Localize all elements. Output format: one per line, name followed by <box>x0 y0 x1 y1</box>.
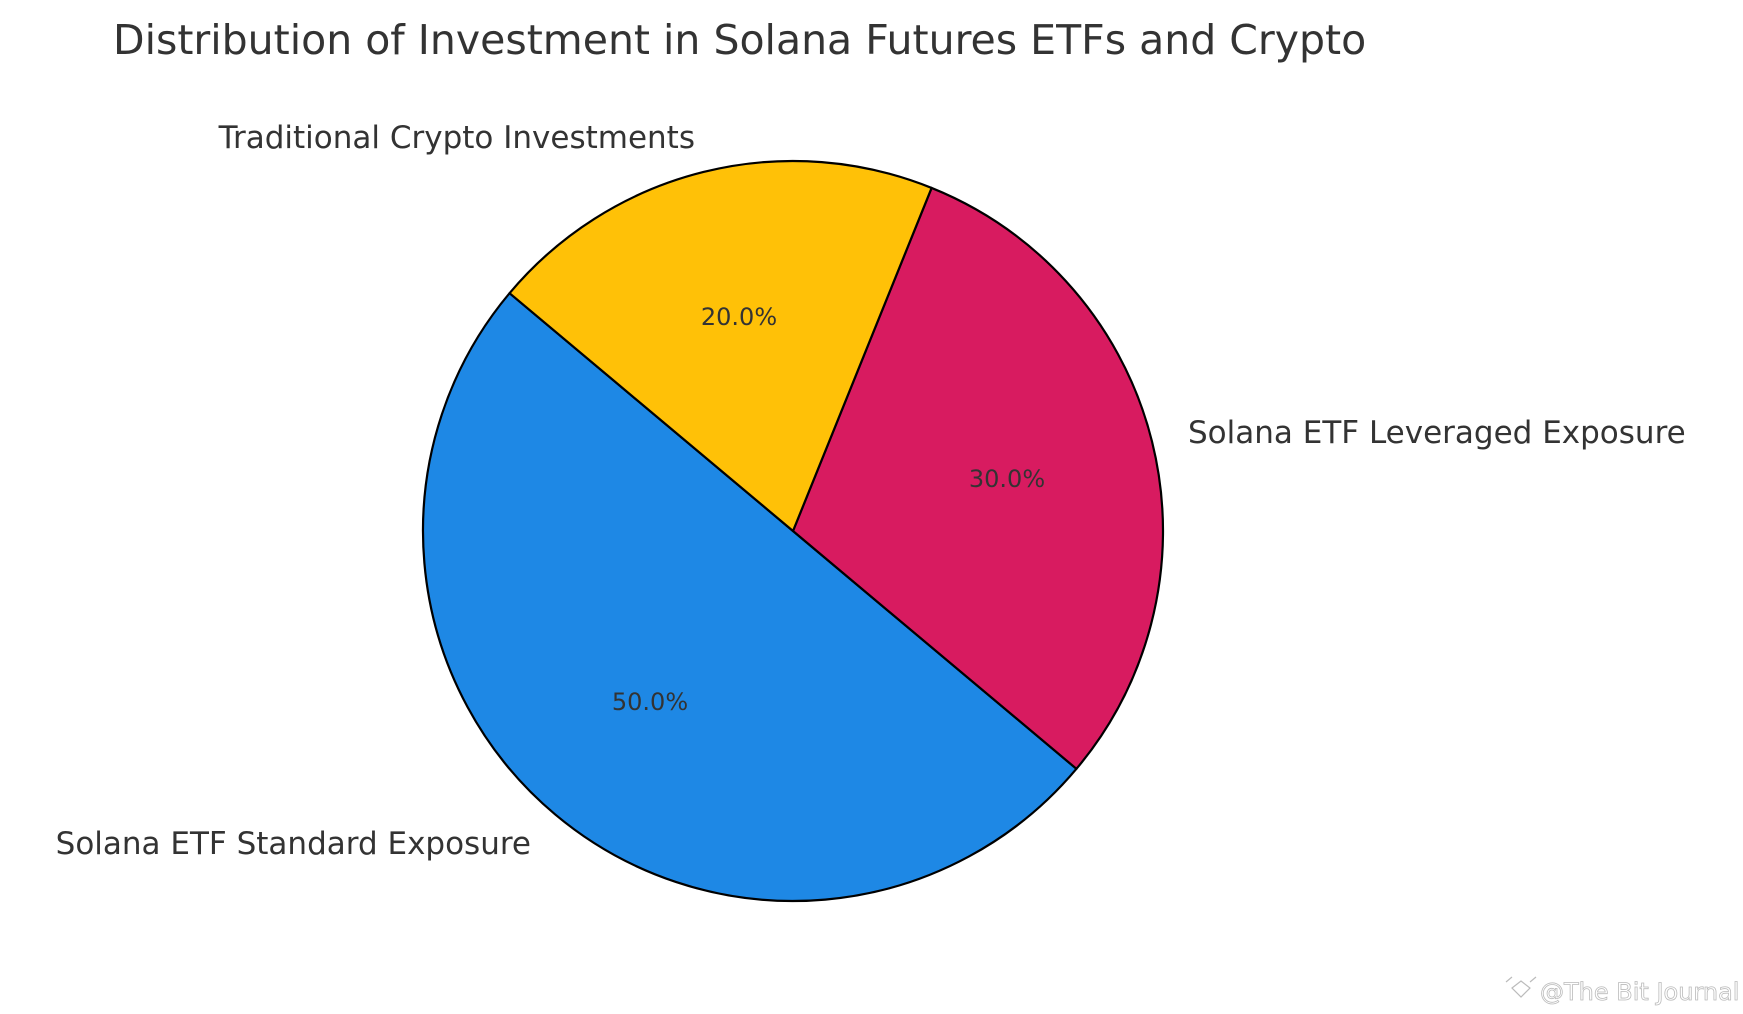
watermark: @The Bit Journal <box>1505 976 1740 1006</box>
pct-label-leveraged: 30.0% <box>969 465 1045 493</box>
pie-slice-2 <box>508 159 933 533</box>
pie-slice-0 <box>421 292 1078 903</box>
pct-label-standard: 50.0% <box>612 688 688 716</box>
slice-label-leveraged: Solana ETF Leveraged Exposure <box>1188 415 1686 451</box>
watermark-logo-icon <box>1505 976 1537 998</box>
slice-label-standard: Solana ETF Standard Exposure <box>56 826 531 862</box>
pct-label-traditional: 20.0% <box>701 303 777 331</box>
slice-label-traditional: Traditional Crypto Investments <box>218 120 695 156</box>
pie-slice-1 <box>791 186 1165 770</box>
watermark-text: @The Bit Journal <box>1540 978 1739 1006</box>
chart-title: Distribution of Investment in Solana Fut… <box>113 16 1366 64</box>
slices <box>421 159 1165 903</box>
